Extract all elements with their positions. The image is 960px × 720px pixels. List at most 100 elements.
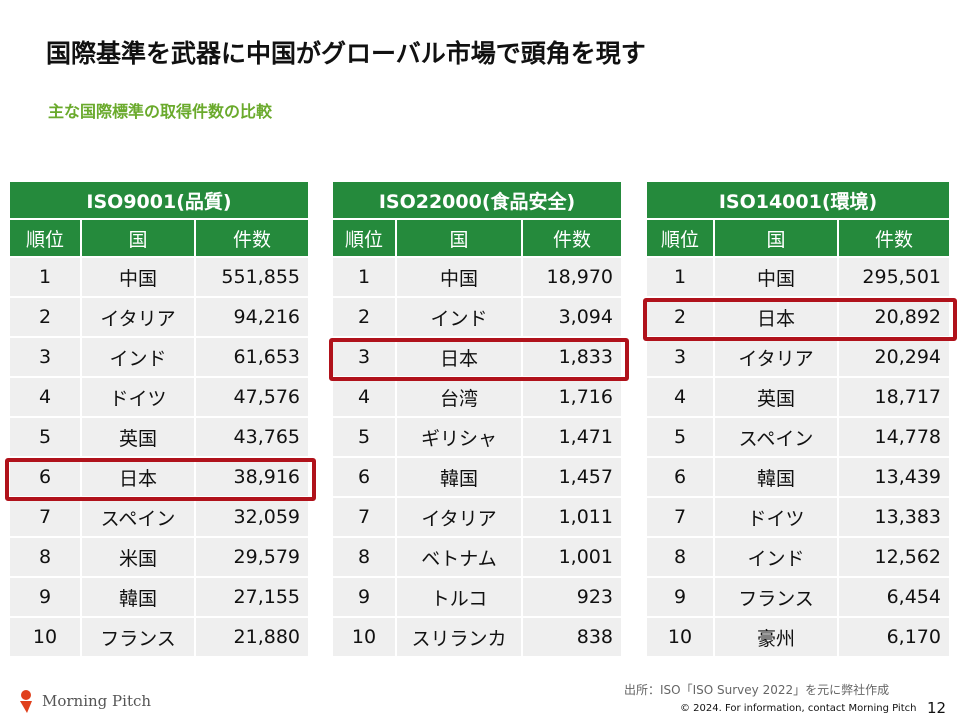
count-cell: 13,383	[839, 498, 949, 536]
country-cell: スペイン	[715, 418, 837, 456]
table-row: 2 イタリア 94,216	[10, 298, 308, 336]
table-row: 1 中国 551,855	[10, 258, 308, 296]
country-cell: フランス	[82, 618, 194, 656]
table-row: 8 米国 29,579	[10, 538, 308, 576]
count-cell: 94,216	[196, 298, 308, 336]
rank-cell: 8	[333, 538, 395, 576]
country-cell: 韓国	[715, 458, 837, 496]
table-row: 7 スペイン 32,059	[10, 498, 308, 536]
column-header-rank: 順位	[10, 220, 80, 256]
count-cell: 21,880	[196, 618, 308, 656]
count-cell: 1,001	[523, 538, 621, 576]
table-row: 7 イタリア 1,011	[333, 498, 621, 536]
count-cell: 27,155	[196, 578, 308, 616]
country-cell: イタリア	[397, 498, 521, 536]
copyright: © 2024. For information, contact Morning…	[680, 703, 917, 714]
count-cell: 14,778	[839, 418, 949, 456]
table-row: 10 豪州 6,170	[647, 618, 949, 656]
rank-cell: 9	[10, 578, 80, 616]
count-cell: 3,094	[523, 298, 621, 336]
country-cell: 日本	[82, 458, 194, 496]
table-row: 2 日本 20,892	[647, 298, 949, 336]
rank-cell: 6	[647, 458, 713, 496]
table-iso9001: ISO9001(品質) 順位国件数 1 中国 551,855 2 イタリア 94,216 3 イン…	[8, 180, 310, 658]
rank-cell: 9	[333, 578, 395, 616]
page-subtitle: 主な国際標準の取得件数の比較	[48, 102, 273, 121]
country-cell: 中国	[397, 258, 521, 296]
count-cell: 29,579	[196, 538, 308, 576]
table-row: 9 韓国 27,155	[10, 578, 308, 616]
count-cell: 18,717	[839, 378, 949, 416]
table-row: 2 インド 3,094	[333, 298, 621, 336]
rank-cell: 2	[333, 298, 395, 336]
count-cell: 1,716	[523, 378, 621, 416]
column-header-count: 件数	[839, 220, 949, 256]
rank-cell: 10	[333, 618, 395, 656]
country-cell: 中国	[715, 258, 837, 296]
table-row: 7 ドイツ 13,383	[647, 498, 949, 536]
count-cell: 1,011	[523, 498, 621, 536]
rank-cell: 9	[647, 578, 713, 616]
count-cell: 20,892	[839, 298, 949, 336]
country-cell: ドイツ	[82, 378, 194, 416]
rank-cell: 4	[10, 378, 80, 416]
table-row: 1 中国 295,501	[647, 258, 949, 296]
count-cell: 12,562	[839, 538, 949, 576]
source-note: 出所：ISO「ISO Survey 2022」を元に弊社作成	[624, 683, 890, 697]
rank-cell: 5	[647, 418, 713, 456]
country-cell: 英国	[715, 378, 837, 416]
country-cell: ギリシャ	[397, 418, 521, 456]
rank-cell: 1	[647, 258, 713, 296]
table-row: 4 ドイツ 47,576	[10, 378, 308, 416]
table-row: 4 英国 18,717	[647, 378, 949, 416]
rank-cell: 4	[333, 378, 395, 416]
count-cell: 295,501	[839, 258, 949, 296]
company-logo: Morning Pitch	[16, 688, 151, 714]
count-cell: 13,439	[839, 458, 949, 496]
country-cell: 日本	[715, 298, 837, 336]
rank-cell: 2	[647, 298, 713, 336]
count-cell: 923	[523, 578, 621, 616]
country-cell: インド	[82, 338, 194, 376]
count-cell: 551,855	[196, 258, 308, 296]
table-row: 4 台湾 1,716	[333, 378, 621, 416]
rank-cell: 3	[333, 338, 395, 376]
table-title: ISO14001(環境)	[647, 182, 949, 218]
page-title: 国際基準を武器に中国がグローバル市場で頭角を現す	[46, 39, 646, 68]
country-cell: インド	[715, 538, 837, 576]
count-cell: 6,454	[839, 578, 949, 616]
country-cell: フランス	[715, 578, 837, 616]
table-row: 3 日本 1,833	[333, 338, 621, 376]
rank-cell: 8	[647, 538, 713, 576]
table-row: 6 韓国 13,439	[647, 458, 949, 496]
rank-cell: 3	[647, 338, 713, 376]
country-cell: 米国	[82, 538, 194, 576]
country-cell: トルコ	[397, 578, 521, 616]
table-row: 10 スリランカ 838	[333, 618, 621, 656]
country-cell: 韓国	[397, 458, 521, 496]
rank-cell: 5	[333, 418, 395, 456]
country-cell: スペイン	[82, 498, 194, 536]
rank-cell: 8	[10, 538, 80, 576]
column-header-rank: 順位	[333, 220, 395, 256]
table-row: 6 日本 38,916	[10, 458, 308, 496]
column-header-country: 国	[397, 220, 521, 256]
table-row: 3 インド 61,653	[10, 338, 308, 376]
country-cell: イタリア	[82, 298, 194, 336]
rank-cell: 6	[10, 458, 80, 496]
rank-cell: 7	[333, 498, 395, 536]
rank-cell: 10	[647, 618, 713, 656]
table-row: 9 フランス 6,454	[647, 578, 949, 616]
count-cell: 1,833	[523, 338, 621, 376]
table-row: 8 インド 12,562	[647, 538, 949, 576]
table-title: ISO9001(品質)	[10, 182, 308, 218]
table-title: ISO22000(食品安全)	[333, 182, 621, 218]
column-header-country: 国	[82, 220, 194, 256]
rank-cell: 10	[10, 618, 80, 656]
rank-cell: 6	[333, 458, 395, 496]
rank-cell: 1	[333, 258, 395, 296]
count-cell: 20,294	[839, 338, 949, 376]
country-cell: ベトナム	[397, 538, 521, 576]
rank-cell: 7	[647, 498, 713, 536]
column-header-country: 国	[715, 220, 837, 256]
